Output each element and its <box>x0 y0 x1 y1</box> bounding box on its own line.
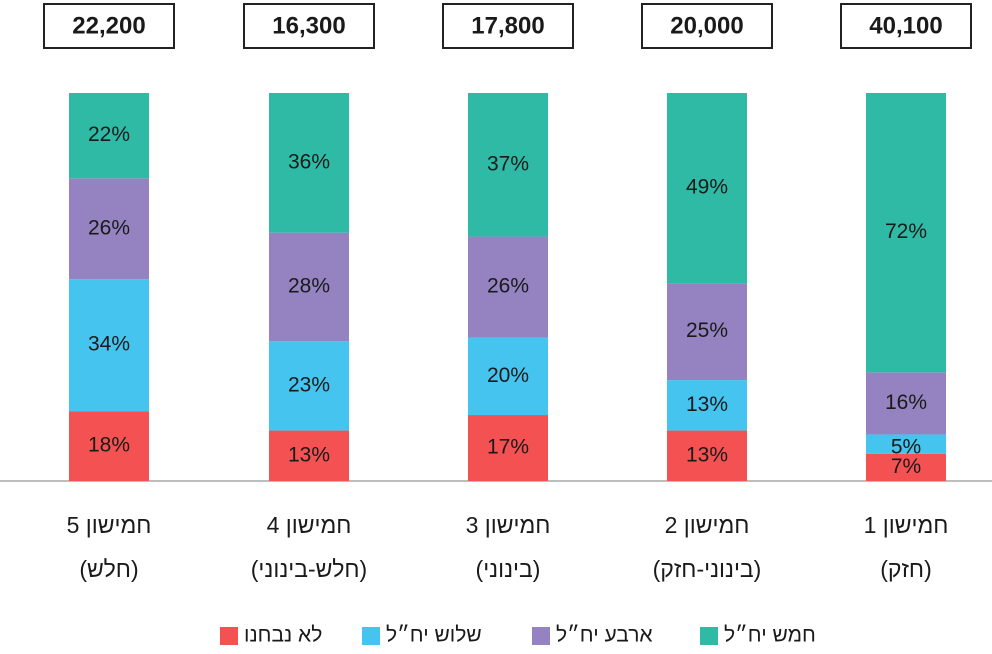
bar-segment <box>468 93 548 237</box>
bar-segment <box>69 93 149 179</box>
x-tick-label: חמישון 3 <box>466 512 551 538</box>
legend-label: חמש יח״ל <box>724 624 816 647</box>
data-label: 25% <box>686 319 728 342</box>
x-tick-label: חמישון 5 <box>67 512 152 538</box>
bar-segment <box>866 434 946 454</box>
total-box <box>243 3 375 49</box>
legend-swatch <box>532 627 550 645</box>
legend-label: ארבע יח״ל <box>556 624 653 647</box>
legend-swatch <box>220 627 238 645</box>
legend-label: שלוש יח״ל <box>386 624 482 647</box>
total-box <box>43 3 175 49</box>
bar-segment <box>667 283 747 381</box>
data-label: 34% <box>88 333 130 356</box>
x-tick-label: חמישון 4 <box>267 512 352 538</box>
data-label: 22% <box>88 123 130 146</box>
legend-label: לא נבחנו <box>244 624 322 647</box>
total-box <box>840 3 972 49</box>
bar-segment <box>667 93 747 284</box>
bar-segment <box>866 372 946 435</box>
bar-segment <box>468 337 548 416</box>
x-tick-label: חמישון 1 <box>864 512 949 538</box>
bar-segment <box>269 341 349 431</box>
data-label: 23% <box>288 373 330 396</box>
bar-segment <box>269 232 349 342</box>
data-label: 13% <box>686 443 728 466</box>
total-label: 20,000 <box>670 12 743 39</box>
total-label: 40,100 <box>869 12 942 39</box>
data-label: 13% <box>288 443 330 466</box>
total-box <box>442 3 574 49</box>
data-label: 16% <box>885 391 927 414</box>
data-label: 13% <box>686 393 728 416</box>
total-label: 17,800 <box>471 12 544 39</box>
legend-swatch <box>700 627 718 645</box>
x-tick-label: חמישון 2 <box>665 512 750 538</box>
x-tick-label: (בינוני) <box>476 556 541 582</box>
data-label: 72% <box>885 220 927 243</box>
bar-segment <box>866 93 946 373</box>
x-tick-label: (חלש-בינוני) <box>251 556 367 582</box>
bar-segment <box>866 453 946 481</box>
data-label: 26% <box>487 275 529 298</box>
bar-segment <box>468 236 548 338</box>
x-tick-label: (בינוני-חזק) <box>653 556 762 582</box>
total-label: 16,300 <box>272 12 345 39</box>
total-box <box>641 3 773 49</box>
bar-segment <box>69 279 149 412</box>
bar-segment <box>69 178 149 280</box>
bar-segment <box>269 430 349 481</box>
data-label: 36% <box>288 150 330 173</box>
data-label: 28% <box>288 275 330 298</box>
bar-segment <box>667 380 747 431</box>
total-label: 22,200 <box>72 12 145 39</box>
data-label: 49% <box>686 176 728 199</box>
bar-segment <box>468 415 548 481</box>
bar-segment <box>667 430 747 481</box>
legend-swatch <box>362 627 380 645</box>
data-label: 26% <box>88 216 130 239</box>
bar-segment <box>69 411 149 481</box>
data-label: 5% <box>891 436 921 459</box>
data-label: 20% <box>487 364 529 387</box>
bar-segment <box>269 93 349 233</box>
x-tick-label: (חלש) <box>79 556 138 582</box>
x-tick-label: (חזק) <box>880 556 931 582</box>
data-label: 18% <box>88 434 130 457</box>
data-label: 7% <box>891 455 921 478</box>
data-label: 17% <box>487 436 529 459</box>
data-label: 37% <box>487 152 529 175</box>
